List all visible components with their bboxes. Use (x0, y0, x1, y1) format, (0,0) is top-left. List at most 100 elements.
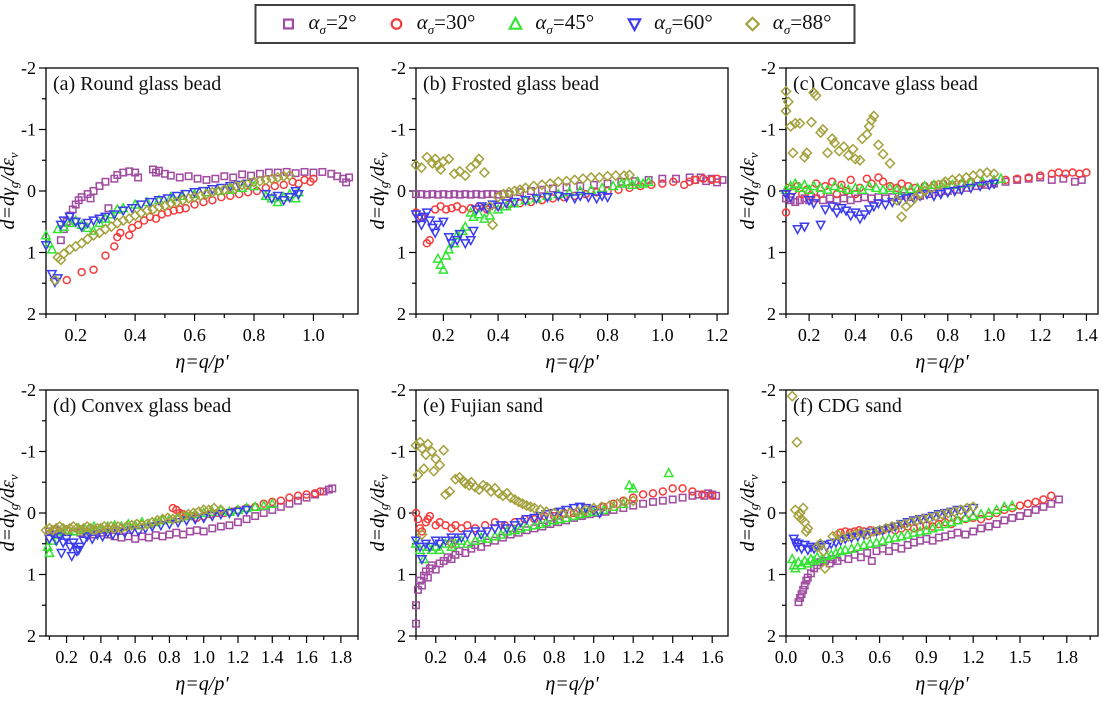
svg-text:1.4: 1.4 (1075, 325, 1098, 345)
panel-title: (c) Concave glass bead (793, 73, 978, 95)
svg-text:1.0: 1.0 (983, 325, 1006, 345)
panel-title: (b) Frosted glass bead (423, 73, 599, 95)
axis-tick-labels: 0.2 0.4 0.6 0.8 1.0 1.2 1.4 -2 -1 0 1 2 (761, 58, 1098, 345)
svg-text:0: 0 (767, 503, 776, 523)
svg-text:0.2: 0.2 (798, 325, 821, 345)
diamond-marker-icon (745, 16, 761, 32)
axis-tick-labels: 0.2 0.4 0.6 0.8 1.0 1.2 -2 -1 0 1 2 (391, 58, 728, 345)
subplot-c: 0.2 0.4 0.6 0.8 1.0 1.2 1.4 -2 -1 0 1 2 (c) Concave … (737, 56, 1110, 378)
x-axis-label: η=q/p' (545, 673, 599, 695)
subplot-f: 0.0 0.3 0.6 0.9 1.2 1.5 1.8 -2 -1 0 1 2 (f) CDG sand… (737, 378, 1110, 700)
svg-text:0.8: 0.8 (158, 647, 181, 667)
svg-text:-1: -1 (391, 442, 406, 462)
legend-item-alpha-30: ασ=30° (387, 10, 476, 38)
series-ασ=88° (780, 85, 1000, 223)
svg-text:0.8: 0.8 (596, 325, 619, 345)
svg-text:0.0: 0.0 (775, 647, 798, 667)
svg-text:0.3: 0.3 (822, 647, 845, 667)
panel-title: (f) CDG sand (793, 395, 902, 417)
axis-tick-labels: 0.0 0.3 0.6 0.9 1.2 1.5 1.8 -2 -1 0 1 2 (761, 380, 1078, 667)
axis-tick-labels: 0.2 0.4 0.6 0.8 1.0 -2 -1 0 1 2 (21, 58, 325, 345)
svg-text:0: 0 (27, 503, 36, 523)
svg-text:0.6: 0.6 (868, 647, 891, 667)
svg-text:0.2: 0.2 (64, 325, 87, 345)
svg-text:2: 2 (27, 626, 36, 646)
x-axis-label: η=q/p' (915, 673, 969, 695)
series-ασ=30° (62, 174, 318, 285)
circle-marker-icon (390, 18, 403, 30)
axis-ticks (779, 389, 1091, 643)
series-ασ=88° (410, 151, 636, 231)
svg-text:1: 1 (397, 243, 406, 263)
svg-text:2: 2 (397, 304, 406, 324)
svg-text:1.2: 1.2 (1029, 325, 1052, 345)
svg-text:-1: -1 (761, 120, 776, 140)
svg-text:-1: -1 (391, 120, 406, 140)
svg-text:1.6: 1.6 (701, 647, 724, 667)
svg-text:0.6: 0.6 (503, 647, 526, 667)
axis-ticks (39, 67, 344, 321)
series-ασ=45° (410, 467, 675, 564)
svg-text:0.2: 0.2 (424, 647, 447, 667)
svg-text:1: 1 (397, 565, 406, 585)
legend-label: ασ=60° (654, 10, 713, 38)
panel-title: (d) Convex glass bead (53, 395, 231, 417)
svg-text:1: 1 (27, 565, 36, 585)
legend-item-alpha-2: ασ=2° (278, 10, 357, 38)
subplot-grid: 0.2 0.4 0.6 0.8 1.0 -2 -1 0 1 2 (a) Round glass be… (0, 56, 1110, 700)
svg-text:1.6: 1.6 (295, 647, 318, 667)
svg-text:2: 2 (397, 626, 406, 646)
svg-text:0.6: 0.6 (890, 325, 913, 345)
svg-text:1: 1 (27, 243, 36, 263)
svg-text:0: 0 (767, 181, 776, 201)
svg-text:0.8: 0.8 (243, 325, 266, 345)
svg-text:1.8: 1.8 (1056, 647, 1079, 667)
svg-text:2: 2 (767, 304, 776, 324)
triangle-down-marker-icon (626, 18, 642, 33)
svg-text:1.0: 1.0 (302, 325, 325, 345)
svg-text:0.2: 0.2 (55, 647, 78, 667)
series-ασ=60° (780, 179, 1000, 236)
series-ασ=60° (40, 179, 305, 288)
axis-ticks (779, 67, 1088, 321)
axis-ticks (409, 67, 718, 321)
svg-text:-2: -2 (21, 58, 36, 78)
svg-text:-1: -1 (761, 442, 776, 462)
axis-ticks (39, 389, 359, 643)
plot-c: 0.2 0.4 0.6 0.8 1.0 1.2 1.4 -2 -1 0 1 2 (c) Concave … (737, 58, 1099, 373)
svg-text:0.4: 0.4 (844, 325, 867, 345)
legend-item-alpha-88: ασ=88° (743, 10, 832, 38)
svg-text:0.4: 0.4 (487, 325, 510, 345)
svg-text:1: 1 (767, 243, 776, 263)
svg-text:1.2: 1.2 (706, 325, 729, 345)
y-axis-label: d=dγg/dεv (0, 474, 21, 551)
legend-label: ασ=30° (416, 10, 476, 38)
svg-text:-1: -1 (21, 442, 36, 462)
figure-legend: ασ=2° ασ=30° ασ=45° ασ=60° ασ=88° (254, 4, 856, 45)
svg-text:1.8: 1.8 (330, 647, 353, 667)
svg-text:0: 0 (397, 503, 406, 523)
plot-frame (415, 389, 729, 637)
svg-text:0.6: 0.6 (124, 647, 147, 667)
svg-text:2: 2 (27, 304, 36, 324)
svg-text:1.2: 1.2 (622, 647, 645, 667)
series-ασ=45° (432, 175, 655, 274)
svg-text:-2: -2 (21, 380, 36, 400)
svg-text:-2: -2 (391, 58, 406, 78)
svg-text:0.8: 0.8 (543, 647, 566, 667)
axis-tick-labels: 0.2 0.4 0.6 0.8 1.0 1.2 1.4 1.6 -2 -1 0 1 2 (391, 380, 723, 667)
svg-text:0.4: 0.4 (124, 325, 147, 345)
series-ασ=88° (40, 502, 227, 536)
subplot-a: 0.2 0.4 0.6 0.8 1.0 -2 -1 0 1 2 (a) Round glass be… (0, 56, 370, 378)
svg-text:-2: -2 (391, 380, 406, 400)
x-axis-label: η=q/p' (545, 351, 599, 373)
legend-label: ασ=45° (535, 10, 595, 38)
y-axis-label: d=dγg/dεv (0, 152, 21, 229)
triangle-up-marker-icon (507, 15, 523, 30)
svg-text:-1: -1 (21, 120, 36, 140)
svg-text:-2: -2 (761, 380, 776, 400)
plot-b: 0.2 0.4 0.6 0.8 1.0 1.2 -2 -1 0 1 2 (b) Frosted gla… (367, 58, 729, 373)
svg-text:0.8: 0.8 (937, 325, 960, 345)
svg-text:1.5: 1.5 (1009, 647, 1032, 667)
